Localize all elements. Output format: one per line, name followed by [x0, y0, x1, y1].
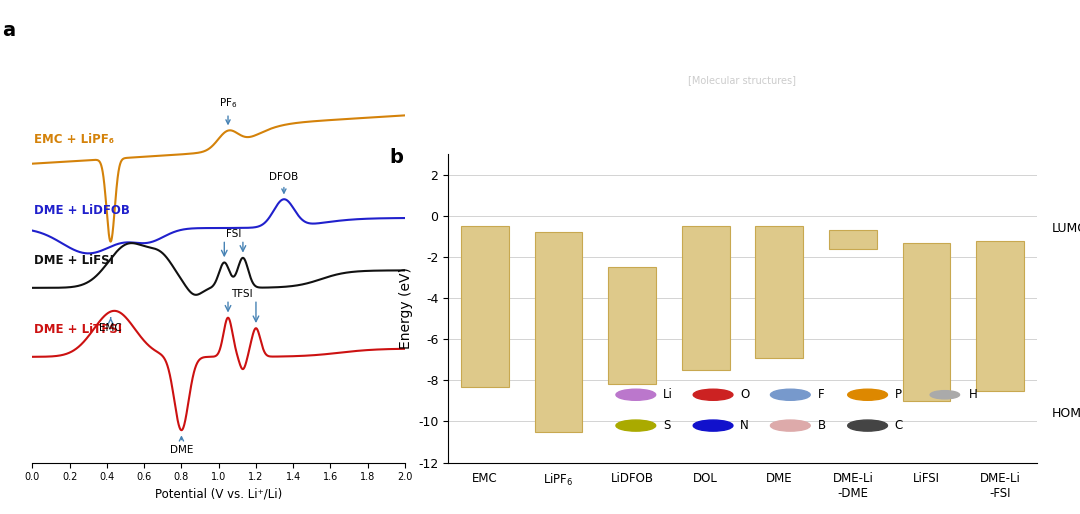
Text: N: N	[740, 419, 750, 432]
Text: LUMO: LUMO	[1052, 222, 1080, 235]
Text: DME: DME	[170, 437, 193, 455]
Text: DME + LiDFOB: DME + LiDFOB	[35, 204, 130, 216]
Text: FSI: FSI	[226, 229, 241, 239]
Circle shape	[616, 389, 656, 400]
Bar	[903, 243, 950, 401]
Bar	[976, 241, 1024, 391]
Y-axis label: Energy (eV): Energy (eV)	[399, 267, 413, 350]
Text: TFSI: TFSI	[231, 289, 253, 299]
Circle shape	[693, 420, 733, 431]
Text: Li: Li	[663, 388, 673, 401]
Text: P: P	[895, 388, 902, 401]
X-axis label: Potential (V vs. Li⁺/Li): Potential (V vs. Li⁺/Li)	[156, 488, 282, 501]
Text: b: b	[389, 148, 403, 167]
Text: H: H	[969, 388, 977, 401]
Circle shape	[770, 389, 810, 400]
Bar	[608, 267, 656, 384]
Circle shape	[693, 389, 733, 400]
Text: DME + LiTFSI: DME + LiTFSI	[35, 323, 122, 336]
Bar	[755, 226, 804, 358]
Text: PF$_6$: PF$_6$	[219, 97, 238, 124]
Text: C: C	[895, 419, 903, 432]
Text: F: F	[818, 388, 824, 401]
Bar	[829, 230, 877, 249]
Bar	[681, 226, 730, 370]
Text: EMC + LiPF₆: EMC + LiPF₆	[35, 133, 114, 146]
Bar	[461, 226, 509, 387]
Circle shape	[770, 420, 810, 431]
Circle shape	[848, 420, 888, 431]
Text: O: O	[740, 388, 750, 401]
Circle shape	[930, 391, 959, 399]
Text: S: S	[663, 419, 671, 432]
Text: EMC: EMC	[99, 318, 122, 333]
Circle shape	[848, 389, 888, 400]
Text: DFOB: DFOB	[269, 172, 298, 193]
Text: B: B	[818, 419, 826, 432]
Circle shape	[616, 420, 656, 431]
Text: [Molecular structures]: [Molecular structures]	[689, 75, 797, 85]
Text: HOMO: HOMO	[1052, 407, 1080, 420]
Bar	[535, 232, 582, 432]
Text: a: a	[2, 21, 16, 40]
Text: DME + LiFSI: DME + LiFSI	[35, 254, 114, 267]
